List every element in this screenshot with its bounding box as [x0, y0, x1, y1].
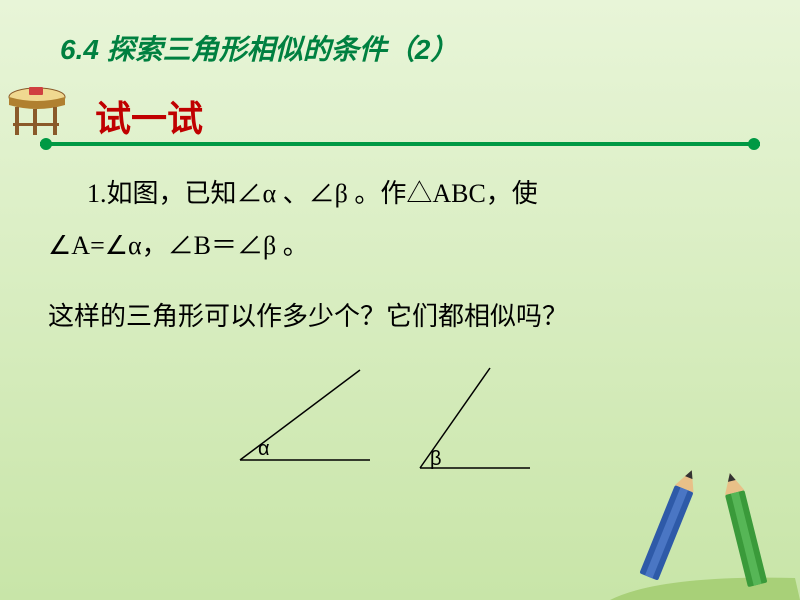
- question-text: 这样的三角形可以作多少个？它们都相似吗？: [48, 290, 752, 342]
- paragraph-line-1: 1.如图，已知∠α 、∠β 。作△ABC，使: [48, 168, 752, 220]
- alpha-label: α: [258, 438, 270, 461]
- section-title: 试一试: [95, 90, 203, 142]
- beta-label: β: [430, 448, 442, 471]
- desk-icon: [5, 85, 75, 140]
- slide-title: 6.4 探索三角形相似的条件（2）: [60, 28, 458, 68]
- pencils-decoration: [560, 470, 800, 600]
- paragraph-line-2: ∠A=∠α，∠B＝∠β 。: [48, 220, 752, 272]
- divider-rule: [40, 138, 760, 150]
- angles-diagram: α β: [200, 360, 620, 480]
